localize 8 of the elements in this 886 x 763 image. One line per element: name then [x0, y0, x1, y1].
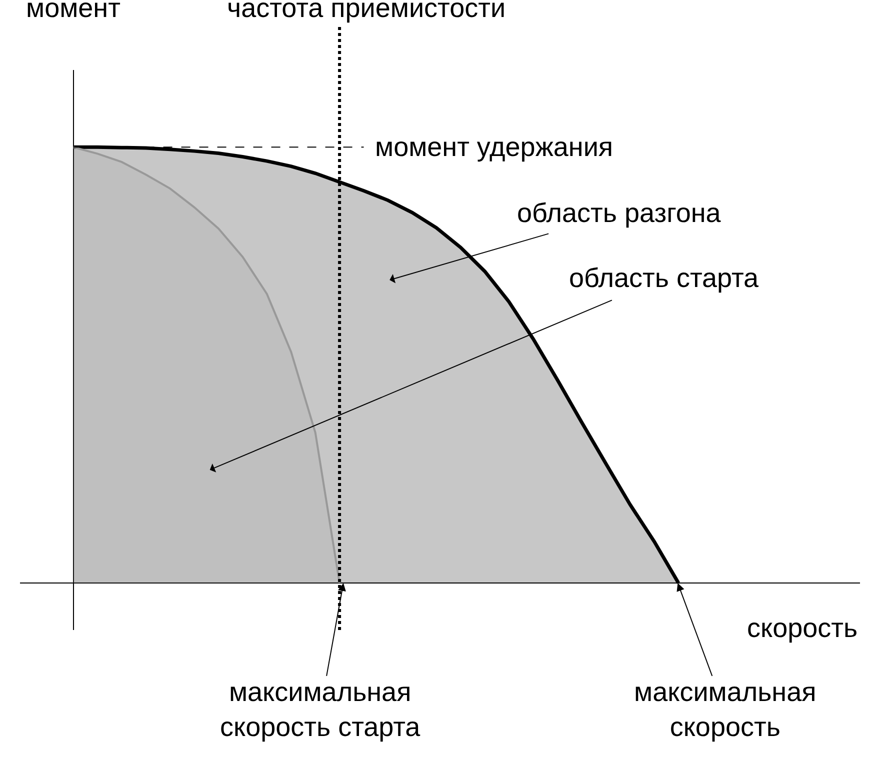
y-axis-title: момент [26, 0, 120, 23]
x-axis-title: скорость [747, 613, 858, 643]
text: максимальная скорость старта [220, 677, 422, 742]
ref-line-label: момент удержания [375, 132, 614, 162]
annotation: область разгона [517, 198, 722, 228]
text: частота приемистости [227, 0, 506, 23]
text: максимальная скорость [634, 677, 816, 742]
annotation: область старта [569, 263, 760, 293]
